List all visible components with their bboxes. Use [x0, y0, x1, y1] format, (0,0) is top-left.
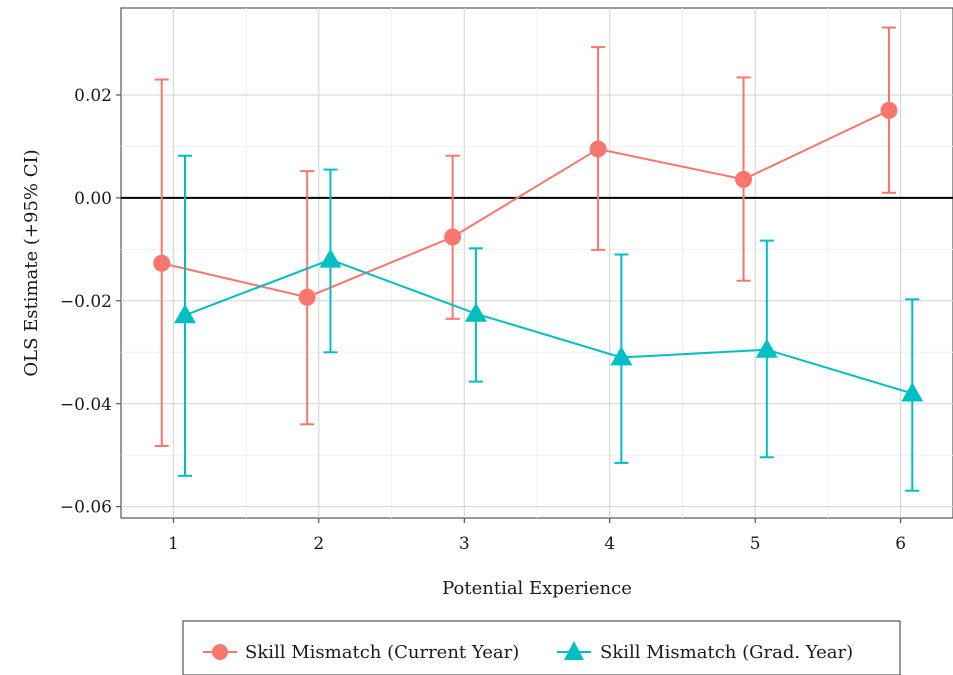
data-point: [735, 170, 753, 188]
x-tick-label: 4: [604, 534, 615, 554]
series-layer: [153, 26, 924, 492]
legend-item-current-year: Skill Mismatch (Current Year): [203, 642, 519, 663]
data-point: [589, 140, 607, 158]
data-point: [319, 248, 342, 268]
data-point: [298, 288, 316, 306]
data-point: [901, 382, 924, 402]
y-tick-label: −0.06: [60, 498, 112, 518]
y-tick-label: −0.02: [60, 292, 112, 312]
data-point: [153, 254, 171, 272]
series-current-year: [153, 26, 898, 447]
x-tick-label: 6: [895, 534, 906, 554]
y-axis-title: OLS Estimate (+95% CI): [21, 149, 42, 376]
data-point: [610, 346, 633, 366]
data-point: [444, 228, 462, 246]
series-grad-year: [174, 154, 924, 492]
y-axis: 0.02 0.00 −0.02 −0.04 −0.06: [60, 86, 121, 518]
major-gridlines: [121, 8, 953, 518]
y-tick-label: −0.04: [60, 395, 112, 415]
data-point: [880, 101, 898, 119]
x-axis-title: Potential Experience: [442, 578, 632, 599]
legend-item-grad-year: Skill Mismatch (Grad. Year): [557, 641, 853, 663]
legend: Skill Mismatch (Current Year) Skill Mism…: [182, 620, 901, 675]
x-tick-label: 2: [313, 534, 324, 554]
y-tick-label: 0.02: [74, 86, 112, 106]
legend-triangle-marker: [564, 641, 584, 660]
series-line: [184, 258, 913, 395]
y-tick-label: 0.00: [74, 189, 112, 209]
legend-label-grad-year: Skill Mismatch (Grad. Year): [600, 642, 853, 663]
minor-gridlines: [121, 8, 953, 518]
legend-circle-marker: [212, 644, 228, 660]
data-point: [755, 338, 778, 358]
x-tick-label: 5: [750, 534, 761, 554]
legend-box: [182, 620, 901, 675]
x-tick-label: 1: [168, 534, 179, 554]
x-tick-label: 3: [459, 534, 470, 554]
x-axis: 1 2 3 4 5 6: [168, 518, 906, 554]
data-point: [174, 304, 196, 324]
series-line: [161, 109, 890, 299]
data-point: [464, 302, 487, 322]
legend-label-current-year: Skill Mismatch (Current Year): [245, 642, 519, 663]
